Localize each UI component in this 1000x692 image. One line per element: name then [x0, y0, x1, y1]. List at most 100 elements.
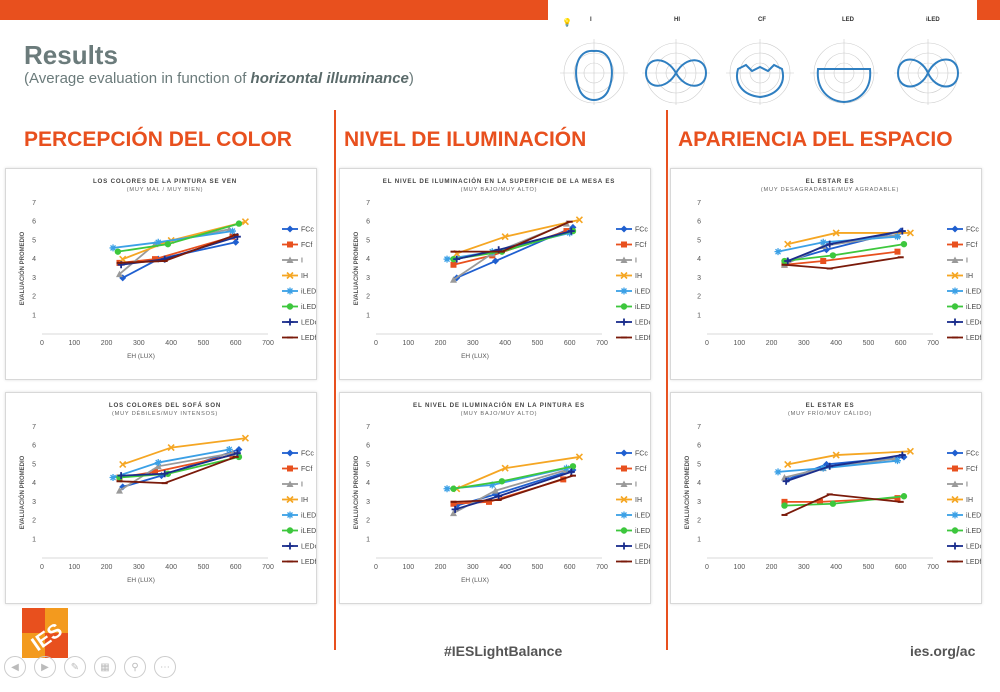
- legend-label: FCf: [966, 242, 977, 249]
- legend-marker: [620, 542, 628, 550]
- legend-marker: [286, 527, 294, 534]
- x-tick-label: 500: [863, 564, 875, 571]
- data-point: [784, 240, 792, 248]
- chart-svg: EL NIVEL DE ILUMINACIÓN EN LA SUPERFICIE…: [352, 177, 650, 360]
- chart-subtitle: (MUY FRÍO/MUY CÁLIDO): [788, 410, 872, 417]
- legend-item: iLEDf: [282, 527, 316, 535]
- legend-label: FCf: [966, 466, 977, 473]
- legend-marker: [286, 303, 294, 310]
- data-point: [894, 248, 901, 255]
- x-tick-label: 400: [165, 340, 177, 347]
- y-tick-label: 1: [697, 536, 701, 543]
- legend-marker: [620, 495, 628, 504]
- y-tick-label: 2: [697, 518, 701, 525]
- legend-marker: [286, 287, 294, 295]
- data-point: [164, 240, 172, 248]
- data-point: [488, 481, 496, 489]
- legend-item: I: [282, 256, 303, 265]
- legend-item: iLEDf: [616, 303, 650, 311]
- data-point: [893, 457, 901, 465]
- chart-subtitle: (MUY DÉBILES/MUY INTENSOS): [112, 410, 218, 417]
- legend-label: FCf: [635, 242, 646, 249]
- y-tick-label: 3: [32, 499, 36, 506]
- x-tick-label: 300: [798, 340, 810, 347]
- page-subtitle: (Average evaluation in function of horiz…: [24, 70, 414, 87]
- y-tick-label: 3: [697, 499, 701, 506]
- series-LEDf: [116, 455, 239, 485]
- legend-marker: [286, 256, 294, 263]
- data-point: [235, 445, 243, 453]
- chart-title: EL ESTAR ES: [806, 402, 855, 409]
- series-IH: [453, 216, 583, 258]
- x-tick-label: 700: [596, 564, 608, 571]
- series-LEDc: [453, 227, 575, 263]
- x-tick-label: 600: [895, 340, 907, 347]
- legend-label: LEDc: [966, 544, 981, 551]
- next-slide-icon[interactable]: ▶: [34, 656, 56, 678]
- legend-label: LEDc: [966, 320, 981, 327]
- data-point: [154, 238, 162, 246]
- more-options-icon[interactable]: ⋯: [154, 656, 176, 678]
- chart-title: LOS COLORES DE LA PINTURA SE VEN: [93, 178, 237, 185]
- data-point: [241, 434, 249, 442]
- slides-grid-icon[interactable]: ▦: [94, 656, 116, 678]
- series-iLEDf: [781, 240, 908, 265]
- y-tick-label: 7: [32, 424, 36, 431]
- series-IH: [784, 447, 914, 468]
- y-tick-label: 6: [32, 219, 36, 226]
- legend-item: FCc: [282, 225, 314, 234]
- prev-slide-icon[interactable]: ◀: [4, 656, 26, 678]
- x-tick-label: 0: [40, 340, 44, 347]
- chart-panel-pintura-iluminacion: EL NIVEL DE ILUMINACIÓN EN LA PINTURA ES…: [339, 392, 651, 604]
- section-title-iluminacion: NIVEL DE ILUMINACIÓN: [344, 128, 587, 151]
- x-tick-label: 600: [564, 340, 576, 347]
- legend-marker: [951, 318, 959, 326]
- legend-item: FCc: [616, 225, 648, 234]
- legend-marker: [621, 465, 627, 472]
- legend-marker: [620, 287, 628, 295]
- x-tick-label: 400: [165, 564, 177, 571]
- chart-title: EL ESTAR ES: [806, 178, 855, 185]
- polar-label: I: [590, 17, 592, 23]
- x-tick-label: 300: [467, 340, 479, 347]
- y-tick-label: 2: [366, 518, 370, 525]
- pen-icon[interactable]: ✎: [64, 656, 86, 678]
- series-iLEDc: [774, 233, 901, 256]
- x-tick-label: 600: [230, 564, 242, 571]
- legend-label: IH: [301, 497, 308, 504]
- legend-item: iLEDc: [947, 287, 981, 296]
- top-accent-bar-right: [977, 0, 1000, 20]
- section-divider: [334, 110, 336, 650]
- data-point: [491, 257, 499, 265]
- series-I: [780, 231, 901, 268]
- data-point: [820, 258, 827, 265]
- series-LEDc: [782, 451, 906, 485]
- data-point: [906, 447, 914, 455]
- x-tick-label: 100: [68, 564, 80, 571]
- data-point: [450, 500, 457, 507]
- legend-marker: [286, 495, 294, 504]
- legend-item: LEDf: [947, 335, 981, 342]
- legend-item: IH: [282, 495, 308, 504]
- data-point: [119, 255, 127, 263]
- footer-url[interactable]: ies.org/ac: [910, 643, 976, 659]
- legend-item: LEDc: [947, 318, 981, 327]
- polar-diagram-cf: CF: [720, 15, 800, 107]
- y-tick-label: 5: [366, 461, 370, 468]
- zoom-icon[interactable]: ⚲: [124, 656, 146, 678]
- legend-marker: [620, 225, 628, 233]
- x-tick-label: 300: [133, 340, 145, 347]
- data-point: [501, 233, 509, 241]
- legend-item: IH: [282, 271, 308, 280]
- legend-marker: [621, 241, 627, 248]
- legend-label: iLEDc: [301, 513, 316, 520]
- legend-item: FCf: [616, 465, 646, 473]
- data-point: [119, 483, 127, 491]
- y-tick-label: 1: [697, 312, 701, 319]
- y-axis-label: EVALUACIÓN PROMEDIO: [18, 455, 26, 529]
- data-point: [114, 248, 122, 255]
- legend-marker: [286, 449, 294, 457]
- x-tick-label: 0: [374, 340, 378, 347]
- legend-marker: [951, 480, 959, 487]
- series-LEDc: [117, 449, 241, 480]
